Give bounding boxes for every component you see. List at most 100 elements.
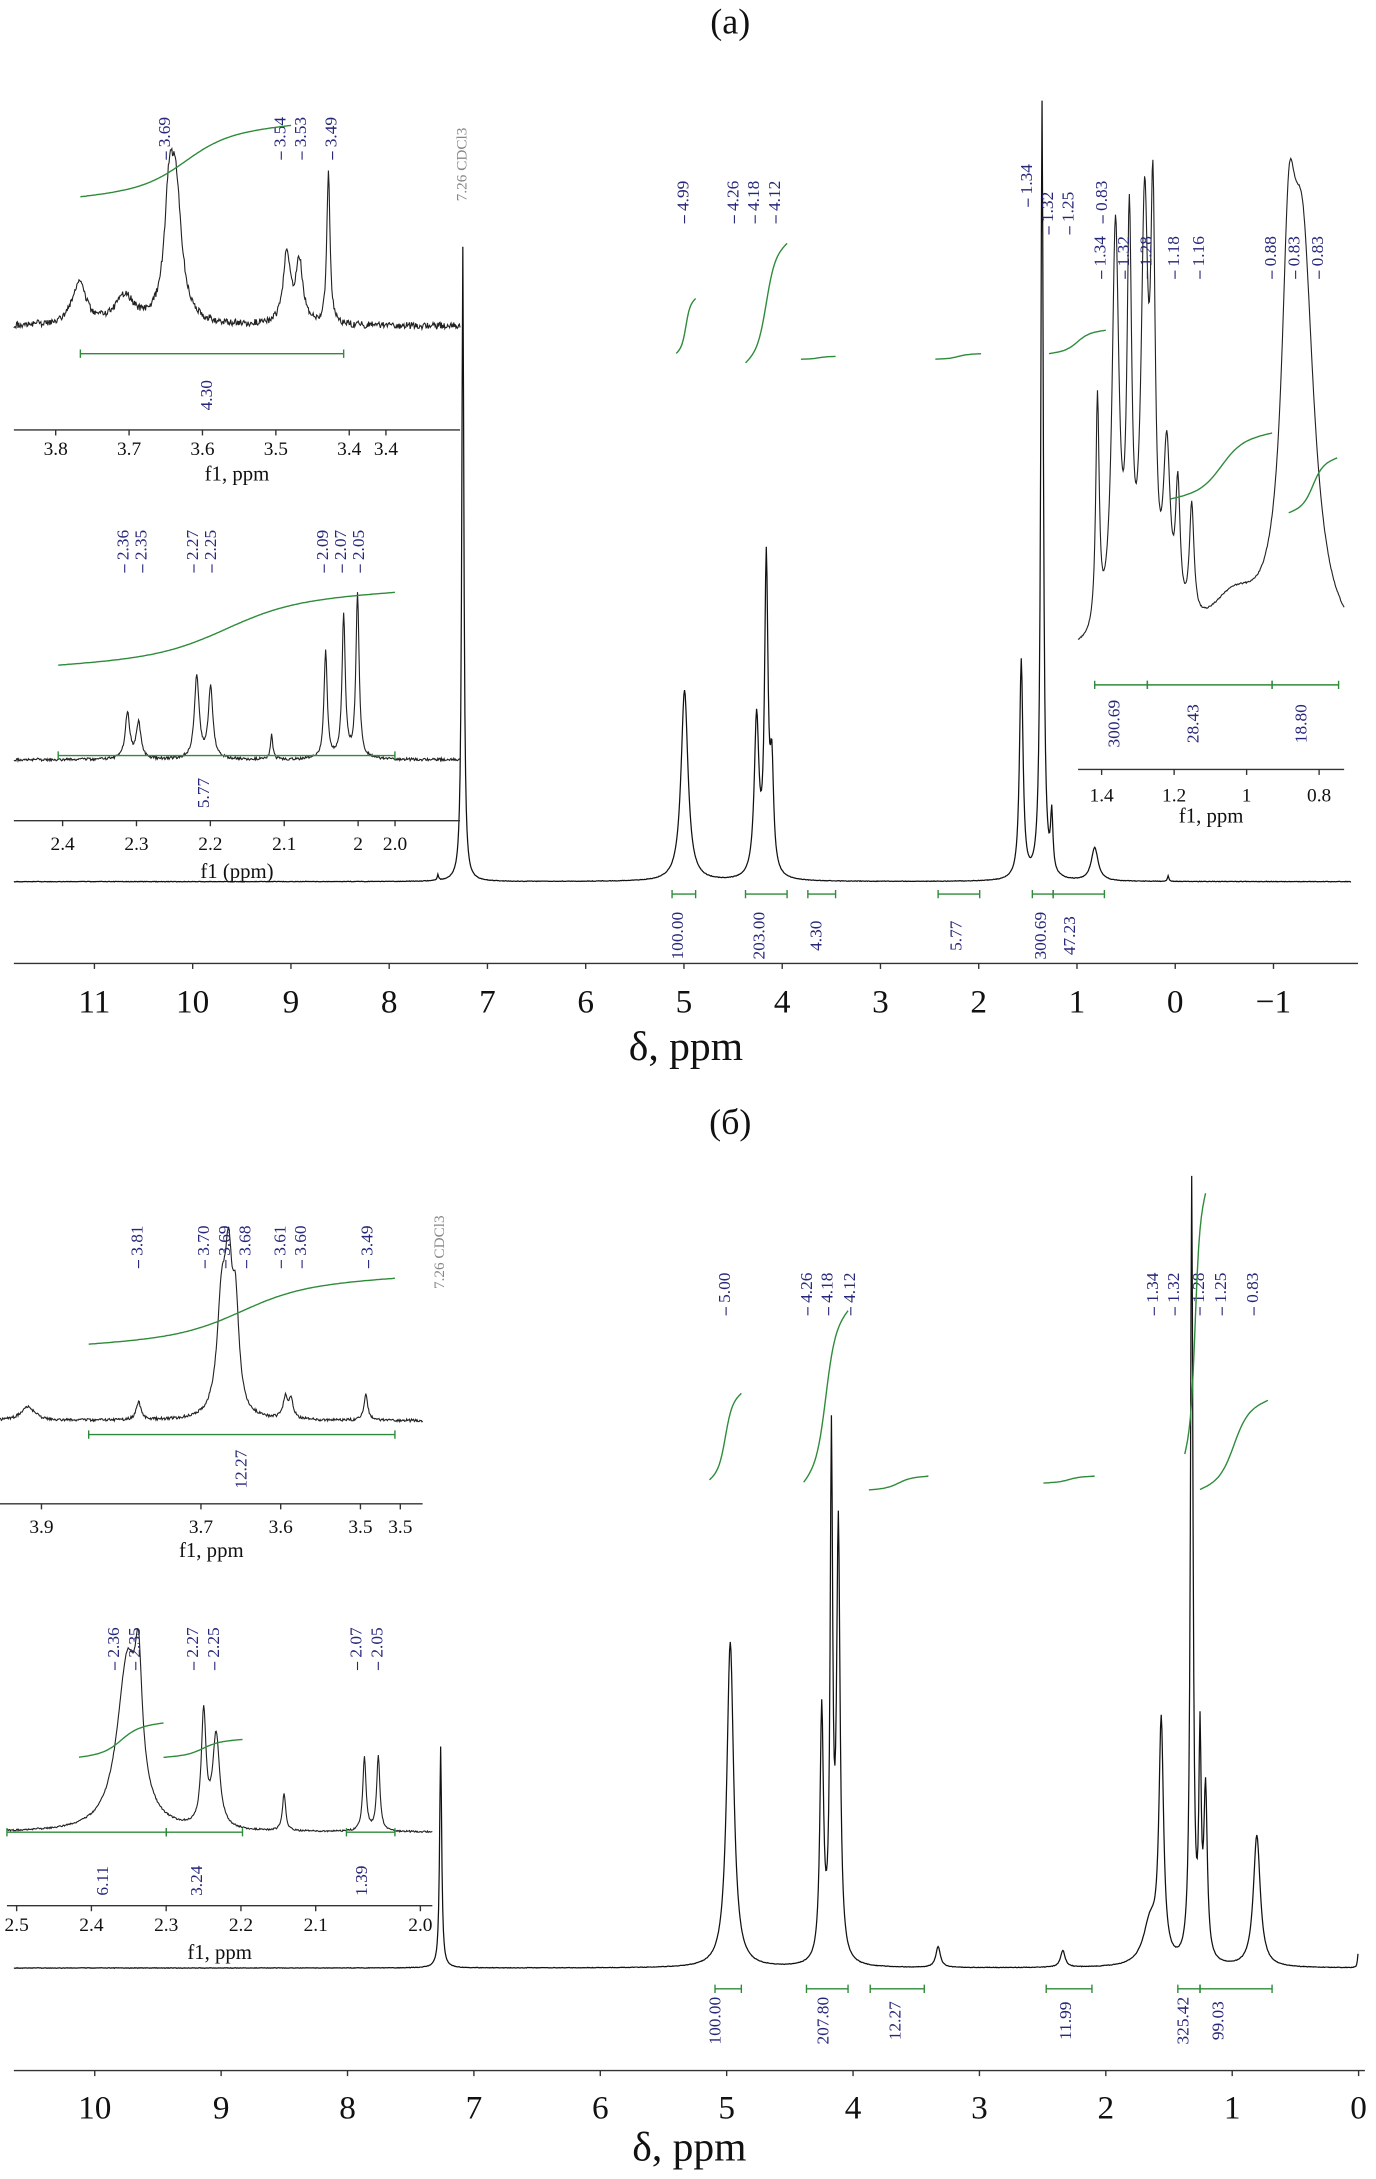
peak-label: 4.30 bbox=[807, 921, 826, 951]
x-tick-label: 1 bbox=[1242, 786, 1252, 807]
integral-bracket bbox=[1031, 889, 1054, 899]
peak-label: 0.88 bbox=[1261, 236, 1280, 266]
peak-label: 4.18 bbox=[744, 181, 763, 211]
peak-label: 1.28 bbox=[1189, 1273, 1208, 1303]
peak-label: 5.77 bbox=[946, 920, 965, 951]
x-tick-label: 2.3 bbox=[154, 1915, 178, 1936]
reference-label: 7.26 CDCl3 bbox=[431, 1215, 448, 1289]
peak-label: 11.99 bbox=[1056, 2002, 1075, 2040]
peak-label: 4.12 bbox=[765, 181, 784, 211]
peak-label: 203.00 bbox=[750, 912, 769, 960]
peak-label: 325.42 bbox=[1174, 1997, 1193, 2045]
peak-label: 2.35 bbox=[132, 530, 151, 560]
x-tick-label: 2.0 bbox=[408, 1915, 432, 1936]
integral-curve bbox=[708, 1392, 742, 1481]
peak-label: 3.69 bbox=[155, 117, 174, 147]
peak-label: 300.69 bbox=[1031, 912, 1050, 960]
peak-label: 5.00 bbox=[715, 1273, 734, 1303]
x-axis-label: f1 (ppm) bbox=[200, 860, 273, 883]
peak-label: 1.32 bbox=[1164, 1273, 1183, 1303]
peak-label: 2.27 bbox=[183, 1627, 202, 1658]
x-axis-label: f1, ppm bbox=[179, 1539, 244, 1562]
peak-label: 1.18 bbox=[1164, 236, 1183, 266]
spectrum-trace bbox=[13, 100, 1352, 883]
inset-trace bbox=[0, 1226, 424, 1424]
integral-bracket bbox=[165, 1828, 244, 1837]
peak-label: 1.28 bbox=[1136, 236, 1155, 266]
x-axis-label: δ, ppm bbox=[632, 2123, 746, 2169]
peak-label: 2.05 bbox=[367, 1627, 386, 1657]
peak-label: 0.83 bbox=[1243, 1273, 1262, 1303]
x-tick-label: 3.6 bbox=[269, 1517, 294, 1538]
peak-label: 3.60 bbox=[291, 1225, 310, 1255]
peak-label: 28.43 bbox=[1183, 704, 1202, 743]
integral-curve bbox=[1170, 432, 1273, 500]
integral-curve bbox=[80, 124, 292, 198]
peak-label: 4.26 bbox=[797, 1272, 816, 1303]
peak-label: 4.30 bbox=[197, 380, 216, 410]
inset-trace bbox=[1077, 157, 1345, 640]
peak-label: 100.00 bbox=[705, 1997, 724, 2045]
integral-bracket bbox=[714, 1984, 743, 1993]
integral-curve bbox=[78, 1722, 164, 1758]
inset-trace bbox=[13, 146, 461, 332]
peak-label: 1.25 bbox=[1211, 1273, 1230, 1303]
peak-label: 47.23 bbox=[1060, 916, 1079, 955]
x-tick-label: 7 bbox=[466, 2089, 483, 2126]
peak-label: 1.34 bbox=[1143, 1272, 1162, 1303]
peak-label: 2.27 bbox=[183, 530, 202, 561]
integral-bracket bbox=[805, 1984, 849, 1993]
integral-bracket bbox=[807, 889, 837, 899]
peak-label: 3.49 bbox=[358, 1225, 377, 1255]
peak-label: 300.69 bbox=[1104, 700, 1123, 748]
integral-bracket bbox=[671, 889, 697, 899]
x-tick-label: 2.2 bbox=[198, 834, 222, 855]
peak-label: 1.32 bbox=[1038, 192, 1057, 222]
x-tick-label: 2 bbox=[970, 984, 987, 1021]
peak-label: 2.25 bbox=[201, 530, 220, 560]
x-tick-label: 3 bbox=[971, 2089, 988, 2126]
integral-curve bbox=[868, 1475, 929, 1491]
x-tick-label: 2 bbox=[1098, 2089, 1115, 2126]
x-tick-label: 3.5 bbox=[348, 1517, 372, 1538]
integral-curve bbox=[58, 591, 395, 666]
x-tick-label: 2.3 bbox=[124, 834, 148, 855]
peak-label: 1.34 bbox=[1017, 164, 1036, 195]
x-tick-label: 10 bbox=[78, 2089, 111, 2126]
integral-bracket bbox=[1271, 680, 1340, 690]
panel-title: (б) bbox=[709, 1102, 751, 1142]
x-tick-label: 1.4 bbox=[1090, 786, 1115, 807]
peak-label: 4.26 bbox=[723, 180, 742, 211]
x-tick-label: 0 bbox=[1167, 984, 1184, 1021]
x-tick-label: 2.4 bbox=[51, 834, 76, 855]
peak-label: 1.32 bbox=[1114, 236, 1133, 266]
integral-bracket bbox=[744, 889, 788, 899]
peak-label: 3.49 bbox=[322, 117, 341, 147]
inset-trace bbox=[6, 1627, 433, 1834]
integral-bracket bbox=[79, 349, 345, 358]
integral-bracket bbox=[87, 1430, 396, 1439]
peak-label: 4.18 bbox=[818, 1273, 837, 1303]
peak-label: 12.27 bbox=[886, 2001, 905, 2040]
integral-bracket bbox=[937, 889, 981, 899]
peak-label: 1.39 bbox=[352, 1866, 371, 1896]
integral-bracket bbox=[869, 1984, 925, 1993]
integral-curve bbox=[1043, 1475, 1095, 1484]
peak-label: 3.24 bbox=[187, 1865, 206, 1896]
integral-bracket bbox=[1177, 1984, 1201, 1993]
peak-label: 3.53 bbox=[291, 117, 310, 147]
peak-label: 3.81 bbox=[128, 1225, 147, 1255]
integral-bracket bbox=[1045, 1984, 1093, 1993]
peak-label: 4.12 bbox=[840, 1273, 859, 1303]
integral-bracket bbox=[1052, 889, 1106, 899]
x-tick-label: 3.7 bbox=[117, 439, 142, 460]
x-tick-label: 5 bbox=[718, 2089, 735, 2126]
peak-label: 207.80 bbox=[813, 1997, 832, 2045]
x-tick-label: 3.4 bbox=[337, 439, 362, 460]
x-tick-label: 0 bbox=[1350, 2089, 1367, 2126]
x-tick-label: 3.5 bbox=[388, 1517, 412, 1538]
peak-label: 1.16 bbox=[1189, 236, 1208, 267]
spectrum-trace bbox=[13, 1175, 1359, 1970]
x-tick-label: 6 bbox=[577, 984, 594, 1021]
